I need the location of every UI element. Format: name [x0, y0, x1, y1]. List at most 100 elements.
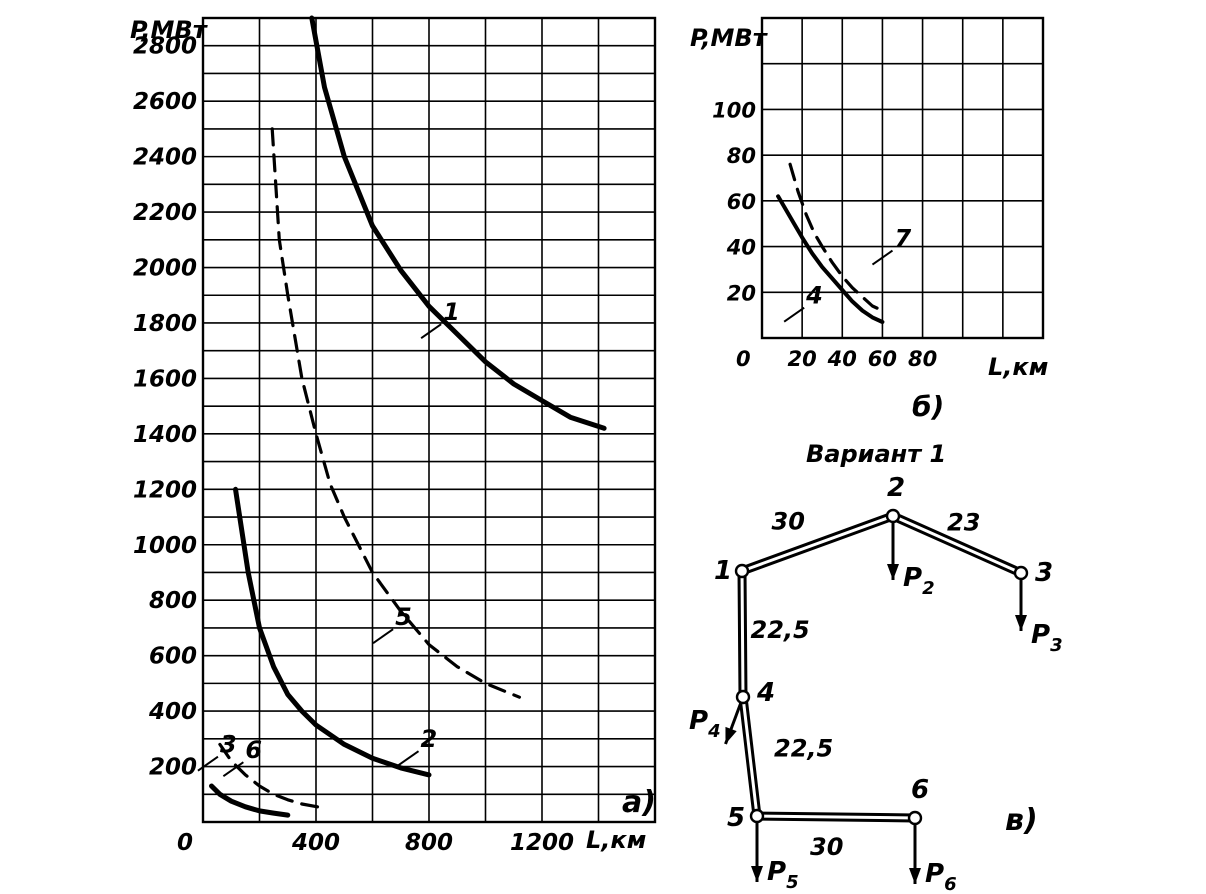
chart-b-y-axis-label: P,МВт	[690, 24, 769, 52]
chart-a-series-3-line	[209, 783, 291, 818]
chart-b-x-tick-label: 20	[788, 347, 817, 371]
chart-a-curve-leader-6	[222, 761, 244, 778]
node-6-label: 6	[911, 775, 929, 805]
chart-a-x-axis-label: L,км	[586, 826, 646, 854]
chart-b-y-tick-label: 100	[712, 98, 756, 122]
chart-a-curve-label-6: 6	[245, 736, 262, 764]
load-label-6-subscript: 6	[944, 874, 957, 894]
chart-b: 0 20 40 60 80 20 40 60 80 100 P,МВт L,км б) 7 4	[690, 16, 1048, 423]
chart-a-x-tick-label: 800	[405, 830, 453, 856]
chart-b-y-tick-label: 80	[727, 144, 756, 168]
edge-1-2-inner	[740, 514, 895, 573]
node-5-label: 5	[727, 803, 745, 833]
load-label-5: P5	[767, 857, 799, 893]
chart-a-y-tick-label: 200	[149, 755, 197, 781]
load-label-6-symbol: P	[925, 859, 944, 889]
node-3-circle	[1013, 565, 1029, 581]
chart-a-y-tick-label: 2800	[133, 34, 197, 60]
diagram-title: Вариант 1	[806, 440, 946, 468]
load-label-5-subscript: 5	[786, 872, 799, 893]
load-arrow-head-2	[887, 564, 899, 580]
chart-b-series-4-line	[776, 194, 885, 324]
chart-a-y-tick-label: 1600	[133, 366, 197, 392]
chart-a-y-tick-label: 2600	[133, 89, 197, 115]
chart-b-y-tick-label: 40	[726, 236, 756, 260]
edge-4-5-inner	[741, 695, 759, 818]
chart-a-y-axis-label: P,МВт	[130, 16, 209, 44]
load-label-4: P4	[689, 706, 721, 742]
chart-a-series-5-line	[270, 127, 521, 699]
chart-b-x-tick-label: 40	[827, 347, 857, 371]
load-arrow-head-3	[1015, 615, 1027, 631]
node-6-circle	[907, 810, 923, 826]
chart-a-plot-frame	[201, 16, 657, 824]
load-arrow-head-6	[909, 868, 921, 884]
chart-b-y-tick-label: 60	[727, 190, 756, 214]
chart-a-curve-leader-2	[397, 750, 420, 766]
chart-a-curve-leader-1	[420, 323, 442, 340]
chart-a-x-tick-label: 0	[177, 830, 193, 856]
edge-1-4-inner	[740, 569, 745, 699]
edge-length-label-1-2: 30	[772, 508, 805, 536]
node-1-label: 1	[714, 556, 732, 586]
node-4-label: 4	[756, 678, 775, 708]
edge-length-label-5-6: 30	[810, 833, 843, 861]
chart-a-series-6-line	[218, 742, 327, 810]
chart-a-x-tick-label: 400	[291, 830, 340, 856]
load-label-3: P3	[1031, 620, 1063, 656]
chart-a-x-tick-label: 1200	[510, 830, 574, 856]
chart-a-curve-leader-5	[372, 628, 394, 644]
load-label-5-symbol: P	[767, 857, 786, 887]
chart-b-panel-label: б)	[912, 390, 944, 423]
node-4-circle	[735, 689, 751, 705]
load-label-2-symbol: P	[903, 563, 922, 593]
chart-b-curve-leader-7	[871, 249, 894, 266]
chart-b-x-tick-label: 60	[868, 347, 897, 371]
node-2-label: 2	[887, 473, 905, 503]
edge-2-3-inner	[891, 514, 1023, 575]
load-label-3-symbol: P	[1031, 620, 1050, 650]
chart-a-y-tick-label: 1800	[133, 311, 197, 337]
chart-b-curve-label-4: 4	[805, 282, 823, 310]
chart-a-curve-label-5: 5	[395, 603, 412, 631]
chart-a-y-tick-label: 1400	[133, 422, 197, 448]
load-label-4-symbol: P	[689, 706, 708, 736]
load-label-4-subscript: 4	[707, 721, 721, 742]
chart-b-curve-label-7: 7	[894, 225, 911, 253]
node-5-circle	[749, 808, 765, 824]
chart-b-curve-leader-4	[783, 306, 805, 323]
chart-a-curve-label-2: 2	[421, 725, 438, 753]
chart-a-curve-label-3: 3	[220, 731, 237, 759]
chart-b-x-axis-label: L,км	[988, 353, 1048, 381]
chart-a-panel-label: а)	[622, 785, 656, 820]
chart-a-y-tick-label: 2000	[133, 256, 197, 282]
chart-a-series-1-line	[309, 15, 607, 431]
chart-a-series-2-line	[233, 486, 432, 778]
chart-b-series-7-line	[788, 162, 884, 313]
chart-a-y-tick-label: 2200	[133, 200, 197, 226]
chart-a-curve-label-1: 1	[443, 298, 460, 326]
chart-a: 0 400 800 1200 200 400 600 800 1000 1200 1400 1600 1…	[130, 15, 657, 856]
load-arrow-head-4	[725, 726, 737, 744]
edge-length-label-2-3: 23	[947, 509, 980, 537]
edge-5-6-inner	[755, 814, 917, 820]
load-arrow-head-5	[751, 866, 763, 882]
chart-b-x-tick-label: 0	[736, 347, 751, 371]
node-1-circle	[734, 563, 750, 579]
chart-b-y-tick-label: 20	[727, 281, 756, 305]
diagram-panel-label: в)	[1005, 803, 1038, 838]
load-label-6: P6	[925, 859, 957, 894]
chart-a-y-tick-label: 1000	[133, 533, 197, 559]
node-3-label: 3	[1035, 558, 1053, 588]
chart-a-curve-leader-3	[197, 755, 219, 772]
chart-b-x-tick-label: 80	[908, 347, 937, 371]
load-label-3-subscript: 3	[1050, 635, 1063, 656]
edge-length-label-4-5: 22,5	[774, 735, 833, 763]
chart-a-y-tick-label: 600	[149, 644, 197, 670]
edge-length-label-1-4: 22,5	[751, 616, 810, 644]
chart-a-y-tick-label: 1200	[133, 477, 197, 503]
node-2-circle	[885, 508, 901, 524]
chart-a-y-tick-label: 400	[148, 699, 197, 725]
